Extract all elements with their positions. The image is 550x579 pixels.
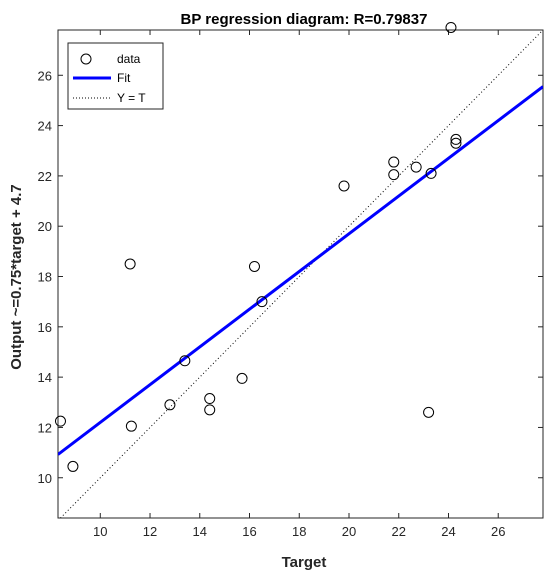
data-point [125,420,137,432]
data-point [179,355,191,367]
data-point [204,404,216,416]
fit-line [58,85,543,456]
data-point [338,180,350,192]
data-point [425,167,437,179]
y-tick-label: 18 [38,270,52,285]
data-point [164,399,176,411]
legend-entry-data: data [117,52,141,66]
x-axis-label: Target [282,554,327,571]
x-tick-label: 16 [242,524,256,539]
legend-data-marker [80,53,92,65]
data-point [450,137,462,149]
x-tick-label: 26 [491,524,505,539]
chart-title: BP regression diagram: R=0.79837 [181,11,428,28]
y-tick-label: 10 [38,471,52,486]
y-tick-label: 26 [38,68,52,83]
y-tick-label: 24 [38,119,52,134]
y-axis-label: Output ~=0.75*target + 4.7 [8,184,25,370]
data-point [445,21,457,33]
x-tick-label: 22 [392,524,406,539]
data-point [248,260,260,272]
data-point [67,460,79,472]
y-tick-label: 14 [38,370,52,385]
data-point [204,393,216,405]
data-point [423,406,435,418]
legend-entry-identity: Y = T [117,91,146,105]
plot-frame [57,29,544,519]
legend-entry-fit: Fit [117,71,131,85]
identity-line [59,30,543,518]
x-tick-label: 20 [342,524,356,539]
x-tick-label: 18 [292,524,306,539]
legend: data Fit Y = T [67,42,164,110]
data-point [236,372,248,384]
data-point [410,161,422,173]
x-tick-label: 12 [143,524,157,539]
y-tick-label: 16 [38,320,52,335]
y-tick-label: 20 [38,219,52,234]
plot-area: 10 12 14 16 18 20 22 24 26 10 12 14 16 18 20 22 24 26 [38,21,544,539]
data-point [256,296,268,308]
y-tick-label: 12 [38,420,52,435]
x-tick-label: 24 [441,524,455,539]
y-tick-label: 22 [38,169,52,184]
x-tick-label: 10 [93,524,107,539]
data-point [124,258,136,270]
x-tick-label: 14 [193,524,207,539]
line-group [58,30,543,518]
data-point [388,169,400,181]
data-point [450,133,462,145]
legend-box [67,42,164,110]
data-point [54,415,66,427]
data-point [388,156,400,168]
